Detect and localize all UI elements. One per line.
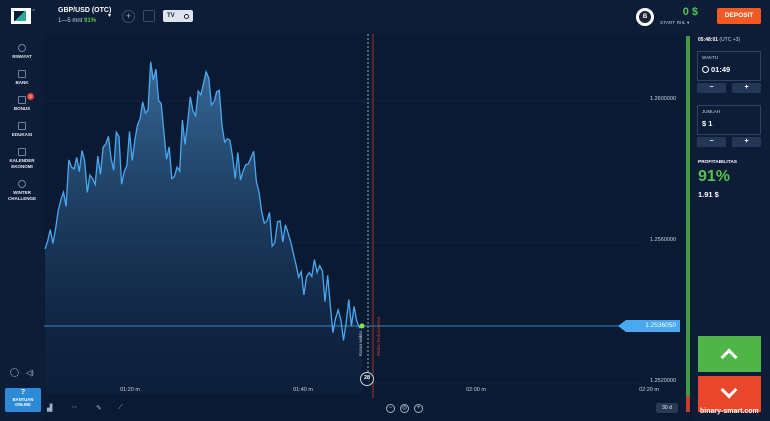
sidebar-item-kalender[interactable]: KALENDER EKONOMI [0,148,44,169]
y-axis-tick-label: 1.2600000 [650,96,676,102]
asset-payout: 91% [84,18,97,24]
gear-icon[interactable] [10,368,19,377]
y-axis-tick-label: 1.2520000 [650,378,676,384]
bonus-count-badge: 2 [27,93,34,100]
x-axis-tick-label: 02:20 m [639,387,659,393]
tradingview-label: TV [167,13,175,19]
toggle-knob-icon [184,14,189,19]
amount-value[interactable]: $ 1 [702,119,713,128]
calendar-icon [18,148,26,156]
asset-name[interactable]: GBP/USD (OTC) [58,7,112,14]
time-field[interactable]: WAKTU 01:49 [697,51,761,81]
time-decrease-button[interactable]: − [697,83,726,93]
sidebar-item-bank[interactable]: BANK [0,70,44,86]
profit-amount: 1.91 $ [698,190,719,199]
pencil-icon[interactable]: ✎ [96,405,102,412]
history-icon [18,44,26,52]
sidebar-item-riwayat[interactable]: RIWAYAT [0,44,44,60]
timeframe-selector[interactable]: 30 d [656,403,678,413]
price-area [45,61,362,395]
asset-range: 1—5 mnt [58,18,83,24]
profitability-label: PROFITABILITAS [698,160,737,165]
top-bar: ™ GBP/USD (OTC) ▾ 1—5 mnt 91% + TV B 0 $… [0,0,770,34]
zoom-out-icon[interactable]: − [386,404,395,413]
brand-logo-icon[interactable] [11,8,31,24]
time-field-value[interactable]: 01:49 [702,65,730,74]
sidebar-item-label: BONUS [13,106,31,111]
profitability-percent: 91% [698,168,731,185]
sidebar-item-label: RIWAYAT [12,54,32,59]
sidebar: RIWAYAT BANK 2 BONUS EDUKASI KALENDER EK… [0,34,44,421]
time-field-label: WAKTU [702,55,719,60]
help-label: BANTUAN ONLINE [12,397,34,407]
bank-icon [18,70,26,78]
indicators-icon[interactable]: ▪▪ [72,404,77,411]
x-axis-tick-label: 02:00 m [466,387,486,393]
price-chart[interactable]: 1.2600000 1.2560000 1.2520000 01:20 m 01… [44,34,686,398]
x-axis-tick-label: 01:40 m [293,387,313,393]
balance-value[interactable]: 0 $ [682,6,698,18]
sidebar-item-label: WINTER CHALLENGE [8,190,36,201]
call-up-button[interactable] [698,336,761,372]
asset-subtitle: 1—5 mnt 91% [58,18,96,24]
account-type-selector[interactable]: START RIIL ▾ [660,20,690,25]
trade-panel: 05:48:01 (UTC +3) WAKTU 01:49 − + JUMLAH… [692,34,770,421]
chart-type-icon[interactable]: ▟ [47,405,53,412]
sidebar-item-label: EDUKASI [11,132,33,137]
price-line [44,61,363,341]
education-icon [18,122,26,130]
amount-field-label: JUMLAH [702,109,721,114]
chevron-down-icon[interactable]: ▾ [108,13,112,19]
chevron-up-icon [720,348,738,366]
expiry-time-label: Waktu kedaluwarsa [376,316,381,356]
crosshair-icon[interactable]: ◎ [400,404,409,413]
trophy-icon [18,180,26,188]
put-down-button[interactable] [698,376,761,412]
add-chart-button[interactable]: + [122,10,135,23]
avatar[interactable]: B [636,8,654,26]
asset-selector[interactable]: GBP/USD (OTC) [58,7,111,14]
help-icon: ? [20,389,26,396]
tick-counter-badge: 28 [360,372,374,386]
deposit-button[interactable]: DEPOSIT [717,8,761,24]
chart-layout-button[interactable] [143,10,155,22]
current-price-tag: 1.2536050 [618,320,680,332]
server-time: 05:48:01 (UTC +3) [698,37,740,43]
purchase-time-label: Kurun waktu [358,330,363,356]
amount-field[interactable]: JUMLAH $ 1 [697,105,761,135]
current-price-dot [359,323,365,329]
price-chart-svg [44,34,644,398]
sound-icon[interactable]: ◁) [26,370,34,377]
online-help-button[interactable]: ? BANTUAN ONLINE [5,388,41,412]
sidebar-item-winter-challenge[interactable]: WINTER CHALLENGE [0,180,44,201]
chevron-down-icon [720,381,738,399]
drawing-tools-icon[interactable]: ⟋ [118,404,123,411]
sidebar-item-edukasi[interactable]: EDUKASI [0,122,44,138]
avatar-initial: B [639,11,651,23]
time-progress-remaining [686,396,690,412]
sidebar-item-label: BANK [15,80,29,85]
clock-icon [702,66,709,73]
amount-increase-button[interactable]: + [732,137,761,147]
timezone-label: (UTC +3) [719,37,741,43]
y-axis-tick-label: 1.2560000 [650,237,676,243]
server-time-value: 05:48:01 [698,37,719,43]
time-progress-bar [686,36,690,396]
zoom-in-icon[interactable]: + [414,404,423,413]
amount-decrease-button[interactable]: − [697,137,726,147]
gift-icon [18,96,26,104]
chart-toolbar: ▟ ▪▪ ✎ ⟋ − ◎ + 30 d [44,398,686,421]
sidebar-item-bonus[interactable]: 2 BONUS [0,93,44,112]
time-increase-button[interactable]: + [732,83,761,93]
watermark-text: binary-smart.com [700,408,759,415]
sidebar-item-label: KALENDER EKONOMI [9,158,35,169]
time-value: 01:49 [711,65,731,74]
x-axis-tick-label: 01:20 m [120,387,140,393]
tradingview-toggle[interactable]: TV [163,10,193,22]
